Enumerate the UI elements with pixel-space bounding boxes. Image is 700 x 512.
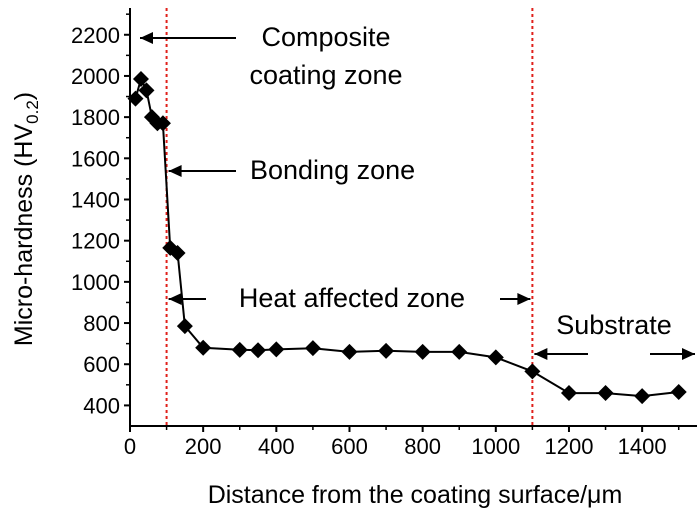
y-tick-label: 800 [83, 311, 120, 336]
arrow-composite-head [140, 32, 153, 44]
arrow-heat-left-head [168, 293, 182, 305]
data-point [670, 384, 687, 401]
arrow-bonding-head [168, 165, 182, 177]
annotation-substrate: Substrate [556, 310, 672, 340]
series-line [134, 76, 679, 398]
annotation-composite-line-1: Composite [261, 22, 390, 52]
x-tick-label: 1000 [471, 434, 520, 459]
arrow-substrate-right-head [682, 348, 695, 360]
data-point [451, 343, 468, 360]
annotations: Composite coating zone Bonding zone Heat af… [140, 22, 695, 360]
y-ticks: 400 600 800 1000 1200 1400 1600 1800 2000 2200 [71, 13, 130, 418]
data-point [138, 82, 155, 99]
annotation-composite-line-2: coating zone [249, 60, 402, 90]
data-point [524, 363, 541, 380]
data-point [268, 341, 285, 358]
data-point [634, 388, 651, 405]
data-point [231, 341, 248, 358]
data-point [176, 318, 193, 335]
y-tick-label: 1600 [71, 146, 120, 171]
data-point [487, 349, 504, 366]
data-point [341, 343, 358, 360]
x-tick-label: 200 [185, 434, 222, 459]
data-point [127, 90, 144, 107]
y-tick-label: 1800 [71, 105, 120, 130]
data-point [250, 342, 267, 359]
x-tick-label: 0 [124, 434, 136, 459]
x-tick-label: 1400 [618, 434, 667, 459]
axes [129, 8, 697, 427]
y-axis-title-main: Micro-hardness (HV [10, 124, 38, 347]
zone-boundaries [165, 8, 534, 426]
y-tick-label: 1200 [71, 229, 120, 254]
data-point [195, 339, 212, 356]
x-axis-title: Distance from the coating surface/μm [208, 481, 623, 509]
data-point [597, 385, 614, 402]
data-point [378, 342, 395, 359]
y-tick-label: 2200 [71, 23, 120, 48]
arrow-heat-right-head [517, 293, 531, 305]
y-tick-label: 600 [83, 352, 120, 377]
series-hardness [127, 71, 687, 405]
arrow-substrate-left-head [534, 348, 548, 360]
x-tick-label: 800 [404, 434, 441, 459]
annotation-bonding: Bonding zone [250, 155, 415, 185]
y-axis-title: Micro-hardness (HV0.2) [10, 92, 42, 346]
data-point [414, 343, 431, 360]
annotation-heat-affected: Heat affected zone [239, 283, 465, 313]
data-point [304, 340, 321, 357]
x-tick-label: 600 [331, 434, 368, 459]
data-point [169, 245, 186, 262]
y-tick-label: 2000 [71, 64, 120, 89]
y-axis-title-subscript: 0.2 [23, 100, 42, 124]
y-tick-label: 400 [83, 393, 120, 418]
x-tick-label: 400 [258, 434, 295, 459]
y-tick-label: 1000 [71, 270, 120, 295]
data-point [154, 115, 171, 132]
data-point [560, 385, 577, 402]
x-tick-label: 1200 [544, 434, 593, 459]
y-tick-label: 1400 [71, 187, 120, 212]
data-point [132, 71, 149, 88]
y-axis-title-close: ) [10, 92, 38, 100]
x-ticks: 0 200 400 600 800 1000 1200 1400 [124, 426, 680, 459]
